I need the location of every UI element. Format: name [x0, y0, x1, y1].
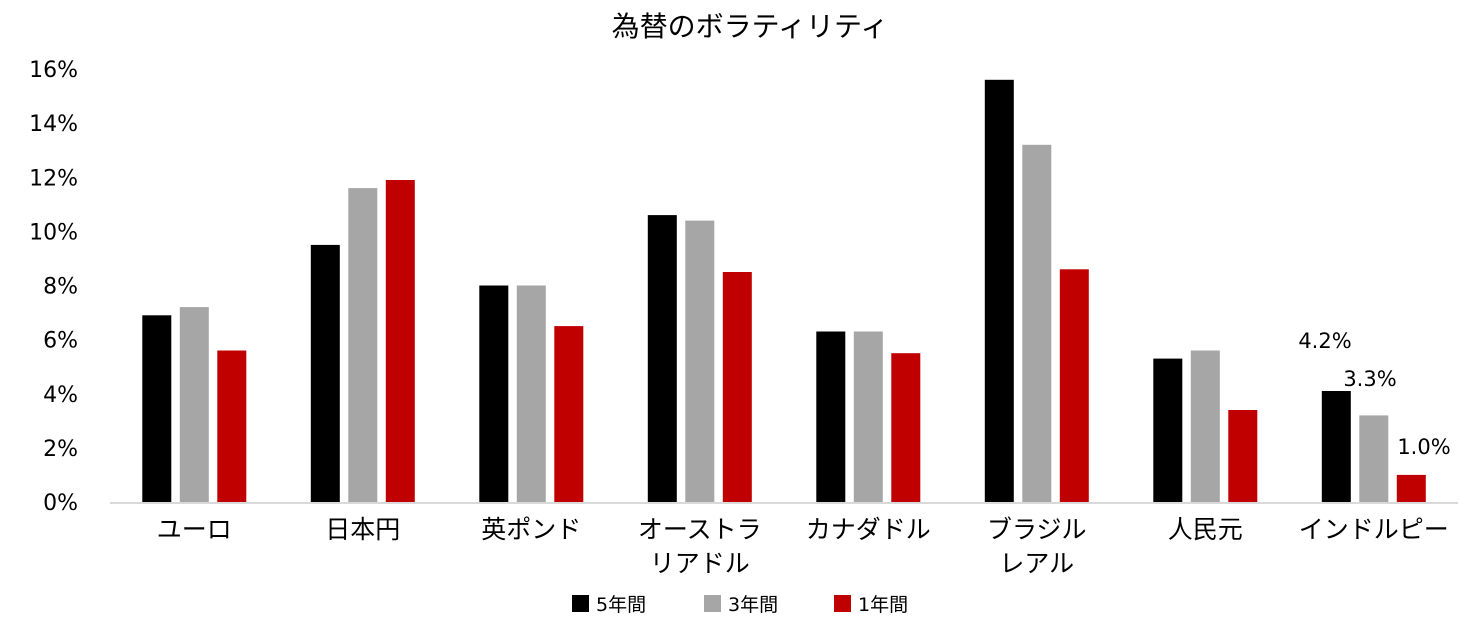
- category-label: インドルピー: [1299, 515, 1449, 544]
- category-label: カナダドル: [806, 515, 931, 544]
- bar: [1359, 415, 1389, 502]
- category-label: リアドル: [650, 549, 750, 578]
- category-label: ブラジル: [987, 515, 1087, 544]
- legend: 5年間 3年間 1年間: [572, 594, 908, 616]
- y-axis-ticks: 0% 2% 4% 6% 8% 10% 12% 14% 16%: [29, 58, 78, 516]
- bar: [853, 331, 883, 502]
- bar: [1190, 350, 1220, 502]
- bar: [1022, 144, 1052, 503]
- data-label: 1.0%: [1397, 435, 1450, 459]
- bar: [479, 285, 509, 502]
- legend-swatch: [704, 595, 721, 612]
- bar: [1228, 410, 1258, 502]
- category-label: 人民元: [1168, 515, 1243, 544]
- bar: [1153, 358, 1183, 502]
- legend-label: 5年間: [596, 594, 646, 616]
- legend-label: 1年間: [858, 594, 908, 616]
- legend-swatch: [834, 595, 851, 612]
- bar: [1396, 474, 1426, 502]
- bar: [217, 350, 247, 502]
- bar: [310, 244, 340, 502]
- y-tick-label: 4%: [43, 383, 78, 408]
- category-label: 日本円: [325, 515, 400, 544]
- category-label: 英ポンド: [481, 515, 581, 544]
- bar: [1321, 391, 1351, 502]
- y-tick-label: 12%: [29, 166, 78, 191]
- chart-title: 為替のボラティリティ: [612, 10, 889, 43]
- category-label: オーストラ: [638, 515, 762, 544]
- legend-swatch: [572, 595, 589, 612]
- bar: [179, 307, 209, 502]
- bar: [1059, 269, 1089, 502]
- legend-label: 3年間: [728, 594, 778, 616]
- bar: [722, 272, 752, 502]
- y-tick-label: 14%: [29, 112, 78, 137]
- bars: [142, 79, 1426, 503]
- data-label: 4.2%: [1298, 329, 1351, 353]
- data-labels: 4.2% 3.3% 1.0%: [1298, 329, 1450, 459]
- bar: [142, 315, 172, 502]
- bar: [891, 353, 921, 502]
- bar: [816, 331, 846, 502]
- bar: [516, 285, 546, 502]
- y-tick-label: 6%: [43, 329, 78, 354]
- category-label: レアル: [999, 549, 1074, 578]
- bar: [984, 79, 1014, 503]
- data-label: 3.3%: [1343, 367, 1396, 391]
- bar: [554, 326, 584, 502]
- y-tick-label: 16%: [29, 58, 78, 83]
- y-tick-label: 8%: [43, 275, 78, 300]
- y-tick-label: 0%: [43, 491, 78, 516]
- y-tick-label: 10%: [29, 220, 78, 245]
- bar: [685, 220, 715, 502]
- category-label: ユーロ: [157, 515, 232, 544]
- bar: [385, 180, 415, 502]
- bar: [348, 188, 378, 502]
- bar: [647, 215, 677, 502]
- y-tick-label: 2%: [43, 437, 78, 462]
